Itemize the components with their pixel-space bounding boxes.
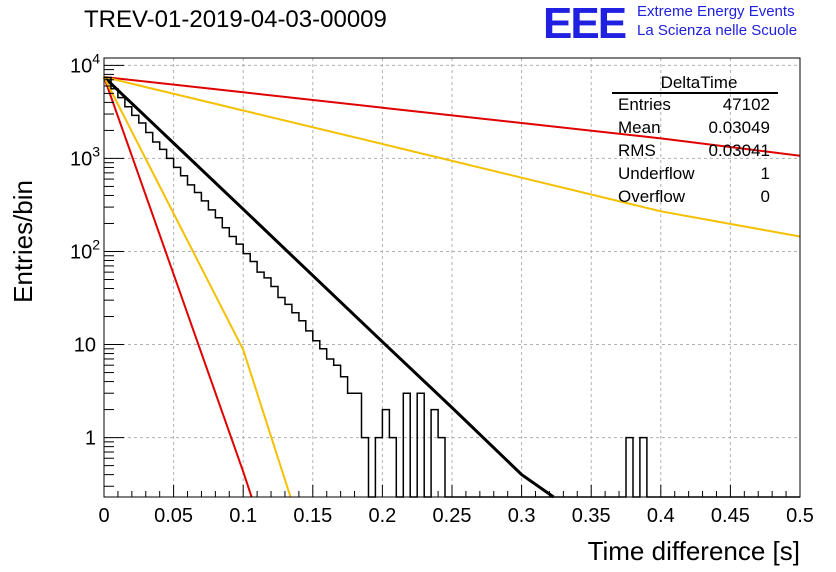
stats-label: Mean xyxy=(618,118,661,137)
stats-label: RMS xyxy=(618,141,656,160)
logo-line-1: Extreme Energy Events xyxy=(637,3,795,20)
x-tick-label: 0.15 xyxy=(293,505,332,527)
x-axis-label: Time difference [s] xyxy=(588,536,800,566)
stats-value: 1 xyxy=(761,164,770,183)
y-tick-label: 104 xyxy=(70,50,100,77)
x-tick-labels: 0 0.05 0.1 0.15 0.2 0.25 0.3 0.35 0.4 0.45 0.5 xyxy=(98,505,813,527)
curve-yellow-shallow xyxy=(103,76,801,238)
x-tick-label: 0.5 xyxy=(786,505,814,527)
x-tick-label: 0.4 xyxy=(647,505,675,527)
x-tick-label: 0 xyxy=(98,505,109,527)
x-tick-label: 0.35 xyxy=(572,505,611,527)
x-tick-label: 0.3 xyxy=(508,505,536,527)
stats-box: DeltaTime Entries 47102 Mean 0.03049 RMS 0.030… xyxy=(612,73,778,206)
stats-value: 0.03041 xyxy=(709,141,770,160)
fit-curves xyxy=(102,75,801,499)
stats-label: Entries xyxy=(618,95,671,114)
stats-label: Underflow xyxy=(618,164,695,183)
x-tick-label: 0.25 xyxy=(433,505,472,527)
curve-yellow-steep xyxy=(103,76,292,498)
y-tick-label: 10 xyxy=(74,335,96,357)
x-tick-label: 0.05 xyxy=(154,505,193,527)
grid-lines xyxy=(104,58,800,497)
stats-label: Overflow xyxy=(618,187,686,206)
axis-ticks xyxy=(103,64,801,497)
x-tick-label: 0.1 xyxy=(229,505,257,527)
y-tick-label: 103 xyxy=(70,143,100,170)
stats-value: 0 xyxy=(761,187,770,206)
x-tick-label: 0.2 xyxy=(368,505,396,527)
curve-red-steep xyxy=(103,76,253,498)
stats-title: DeltaTime xyxy=(661,73,738,92)
curve-fit xyxy=(102,75,555,499)
chart-title: TREV-01-2019-04-03-00009 xyxy=(84,6,387,33)
eee-logo-text: Extreme Energy Events La Scienza nelle S… xyxy=(637,2,797,40)
y-tick-label: 1 xyxy=(85,428,96,450)
eee-logo-mark: EEE xyxy=(543,0,627,48)
stats-value: 0.03049 xyxy=(709,118,770,137)
curve-red-shallow xyxy=(103,76,801,157)
logo-line-2: La Scienza nelle Scuole xyxy=(637,22,798,39)
y-tick-labels: 1 10 102 103 104 xyxy=(70,50,100,449)
stats-value: 47102 xyxy=(723,95,770,114)
x-tick-label: 0.45 xyxy=(711,505,750,527)
y-axis-label: Entries/bin xyxy=(8,180,38,303)
y-tick-label: 102 xyxy=(70,236,100,263)
